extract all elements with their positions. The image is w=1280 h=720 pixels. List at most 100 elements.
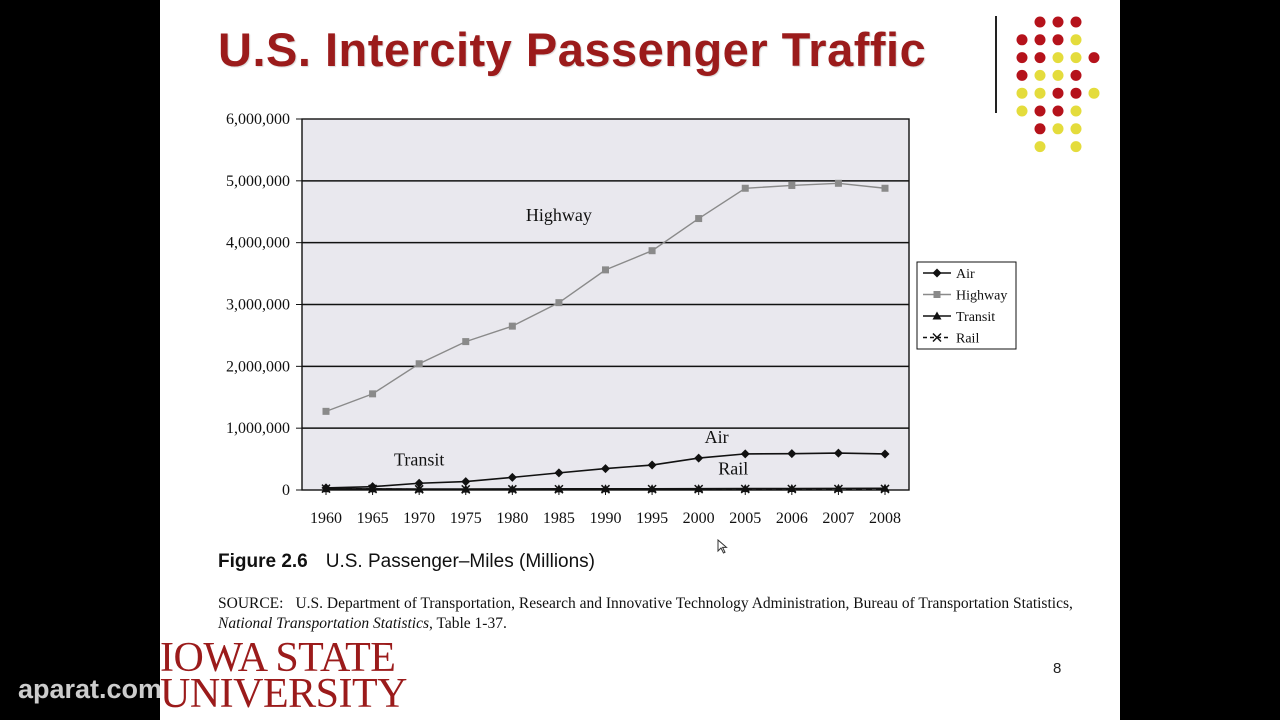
x-tick-label: 1960 [310,510,342,527]
point-rail [414,484,424,494]
x-tick-label: 1985 [543,510,575,527]
annotation-transit: Transit [394,449,444,469]
source-table: , Table 1-37. [429,615,507,632]
source-note: SOURCE: U.S. Department of Transportation… [218,594,1078,634]
y-tick-label: 1,000,000 [226,420,290,437]
decorative-dot [1070,34,1082,46]
decorative-dot [1016,34,1028,46]
source-publication: National Transportation Statistics [218,615,430,632]
point-highway [741,184,749,192]
point-air [694,453,704,463]
decorative-dot [1016,87,1028,99]
point-air [787,449,797,459]
annotation-highway: Highway [526,205,592,225]
legend-marker-transit [932,311,942,320]
point-rail [880,484,890,494]
point-air [740,449,750,459]
point-rail [368,484,378,494]
point-rail [740,484,750,494]
decorative-dots-icon [1016,16,1100,153]
slide: U.S. Intercity Passenger Traffic 0 1,000,… [160,0,1120,720]
legend-marker-rail [932,332,942,343]
point-transit [833,483,843,492]
decorative-dot [1070,105,1082,117]
mouse-cursor-icon [717,539,728,554]
decorative-dot [1052,123,1064,135]
annotation-air: Air [705,427,729,447]
university-logo: IOWA STATE UNIVERSITY [160,637,407,717]
annotation-rail: Rail [718,459,748,479]
point-air [880,449,890,459]
point-rail [787,484,797,494]
legend-label-highway: Highway [956,289,1007,304]
decorative-dot [1016,105,1028,117]
decorative-dot [1034,52,1046,64]
decorative-dot [1052,34,1064,46]
decorative-dot [1070,141,1082,153]
decorative-dot [1070,123,1082,135]
point-rail [321,484,331,494]
decorative-dot [1034,123,1046,135]
decorative-dot [1070,69,1082,81]
point-highway [881,184,889,192]
watermark: aparat.com [18,674,163,704]
point-air [554,468,564,478]
legend-label-air: Air [956,267,975,282]
x-tick-label: 1990 [590,510,622,527]
figure-caption: Figure 2.6 U.S. Passenger–Miles (Millions… [218,551,595,573]
decorative-dot [1034,69,1046,81]
decorative-dot [1016,69,1028,81]
point-air [507,472,517,482]
figure-caption-text: U.S. Passenger–Miles (Millions) [325,551,595,572]
logo-line-1: IOWA STATE [160,635,396,681]
decorative-dot [1070,52,1082,64]
point-transit [880,483,890,492]
figure-number: Figure 2.6 [218,551,308,572]
decorative-dot [1052,69,1064,81]
legend-label-transit: Transit [956,310,995,325]
x-tick-label: 1980 [496,510,528,527]
point-rail [461,484,471,494]
decorative-dot [1034,105,1046,117]
point-highway [695,215,703,223]
y-tick-label: 5,000,000 [226,173,290,190]
point-air [647,460,657,470]
point-highway [462,338,470,346]
y-tick-label: 6,000,000 [226,111,290,128]
decorative-dot [1088,52,1100,64]
x-tick-label: 1970 [403,510,435,527]
point-rail [507,484,517,494]
source-label: SOURCE: [218,595,284,612]
point-rail [600,484,611,494]
point-highway [788,181,796,189]
x-tick-label: 2006 [776,510,808,527]
decorative-dot [1052,16,1064,28]
point-rail [694,484,704,494]
x-tick-label: 2000 [683,510,715,527]
point-highway [369,390,377,398]
x-tick-label: 2008 [869,510,901,527]
point-rail [554,484,564,494]
logo-line-2: UNIVERSITY [160,671,407,717]
x-tick-label: 2005 [729,510,761,527]
legend-label-rail: Rail [956,332,979,347]
decorative-dot [1016,52,1028,64]
decorative-dot [1088,87,1100,99]
point-rail [647,484,657,494]
line-chart: 0 1,000,000 2,000,000 3,000,000 4,000,000 5,0… [226,111,1017,527]
point-air [601,464,610,474]
legend-marker-air [932,268,942,278]
point-highway [602,266,609,274]
source-text: U.S. Department of Transportation, Resea… [295,595,1073,612]
point-air [461,477,471,487]
decorative-dot [1052,87,1064,99]
decorative-dot [1034,34,1046,46]
decorative-dot [1052,105,1064,117]
x-tick-label: 1995 [636,510,668,527]
title-divider [995,16,997,113]
legend-marker-highway [933,291,941,298]
point-highway [508,322,516,330]
decorative-dot [1034,87,1046,99]
page-number: 8 [1053,660,1062,677]
x-tick-label: 2007 [822,510,854,527]
